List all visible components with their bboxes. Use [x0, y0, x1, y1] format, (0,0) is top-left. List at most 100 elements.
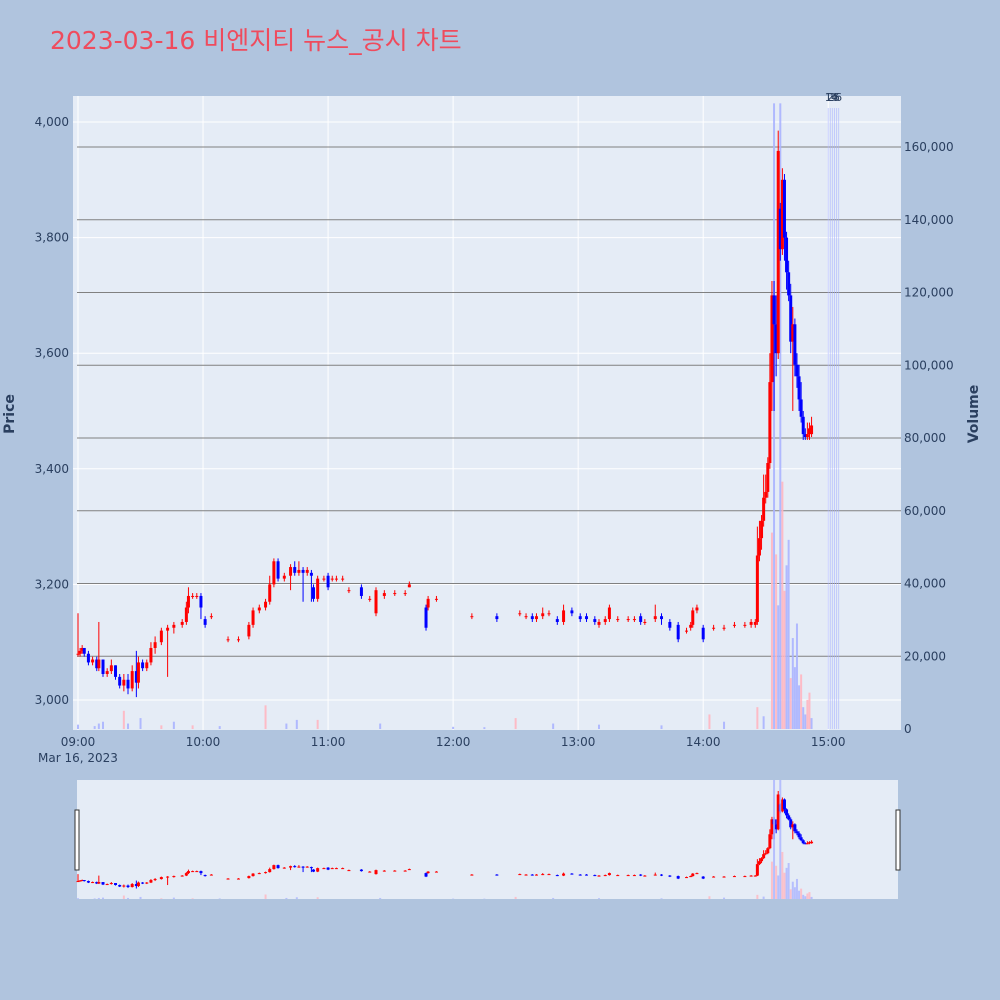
range-slider-plot[interactable]	[77, 780, 898, 899]
mini-candle	[347, 869, 351, 872]
mini-candle	[685, 876, 689, 879]
candle	[330, 575, 334, 582]
mini-candle	[130, 883, 134, 888]
candle-body	[803, 434, 807, 438]
candle-body	[732, 624, 736, 626]
mini-candle-body	[434, 871, 438, 873]
volume-bar	[779, 103, 782, 730]
mini-volume-bar	[785, 867, 788, 899]
mini-volume-bar	[597, 898, 600, 899]
candle-body	[807, 428, 811, 435]
candle	[524, 613, 528, 620]
candle-body	[593, 619, 597, 622]
candle	[226, 636, 230, 643]
mini-candle-body	[272, 865, 276, 870]
candle	[141, 659, 145, 672]
mini-candle-body	[297, 866, 301, 868]
candle-body	[643, 621, 647, 623]
candle	[134, 650, 138, 698]
range-slider-right-handle[interactable]	[895, 809, 901, 871]
candle	[424, 604, 428, 631]
mini-candle-body	[495, 874, 499, 876]
mini-candle	[470, 874, 474, 876]
mini-candle	[653, 872, 657, 876]
mini-candle	[562, 872, 566, 877]
volume-bar	[756, 707, 759, 729]
price-axis-title: Price	[2, 394, 18, 434]
mini-volume-bar	[773, 780, 776, 899]
candle	[801, 411, 805, 440]
candle-body	[799, 399, 803, 417]
annotation-label: 2	[827, 91, 834, 104]
mini-candle-body	[76, 881, 80, 883]
mini-candle-body	[195, 871, 199, 873]
candle	[322, 575, 326, 582]
candle	[547, 610, 551, 617]
candle	[495, 613, 499, 622]
mini-candle-body	[689, 876, 693, 878]
candle-body	[382, 593, 386, 596]
time-tick-label: 14:00	[686, 735, 721, 749]
mini-candle-body	[470, 874, 474, 876]
mini-candle	[126, 884, 130, 889]
mini-volume-bar	[218, 898, 221, 899]
volume-bar	[793, 667, 796, 729]
volume-bar	[514, 718, 517, 729]
mini-candle-body	[276, 865, 280, 869]
mini-volume-bar	[783, 872, 786, 899]
candle	[743, 621, 747, 628]
mini-candle	[149, 879, 153, 884]
candle-body	[768, 382, 772, 464]
candle	[82, 647, 86, 657]
mini-candle-body	[597, 875, 601, 877]
mini-candle-body	[785, 809, 789, 816]
candle	[789, 283, 793, 354]
candle-body	[578, 616, 582, 620]
volume-bar	[379, 723, 382, 729]
mini-candle-body	[209, 874, 213, 876]
mini-candle-body	[518, 874, 522, 876]
candle	[309, 569, 313, 602]
candle	[86, 650, 90, 666]
price-tick-label: 3,400	[35, 462, 69, 476]
mini-candle	[289, 865, 293, 871]
mini-candle	[616, 874, 620, 877]
mini-candle-body	[109, 883, 113, 885]
mini-volume-bar	[708, 896, 711, 899]
candle	[616, 616, 620, 622]
mini-candle	[309, 866, 313, 873]
mini-candle	[764, 850, 768, 856]
candle-body	[660, 616, 664, 620]
volume-tick-label: 60,000	[904, 504, 946, 518]
candle	[695, 604, 699, 614]
candle-body	[801, 416, 805, 435]
range-slider-left-handle[interactable]	[74, 809, 80, 871]
candle-body	[547, 613, 551, 615]
volume-bar	[781, 481, 784, 729]
mini-candle-body	[534, 874, 538, 876]
candle	[691, 607, 695, 628]
volume-bar	[218, 726, 221, 729]
mini-candle-body	[722, 876, 726, 878]
candle-body	[805, 434, 809, 438]
mini-candle-body	[803, 843, 807, 845]
volume-bar	[127, 723, 130, 729]
candle	[301, 567, 305, 602]
candle-body	[105, 671, 109, 674]
mini-candle-body	[562, 873, 566, 876]
main-plot-area[interactable]	[73, 96, 901, 730]
volume-tick-label: 160,000	[904, 140, 954, 154]
volume-bar	[452, 726, 455, 729]
candle-body	[691, 610, 695, 625]
candle-body	[795, 364, 799, 377]
mini-candle	[330, 867, 334, 870]
candle-body	[334, 578, 338, 580]
mini-volume-bar	[781, 851, 784, 899]
candle	[685, 627, 689, 634]
mini-candle	[407, 868, 411, 871]
candle	[186, 587, 190, 614]
mini-candle	[359, 869, 363, 872]
mini-candle-body	[555, 875, 559, 877]
price-tick-label: 4,000	[35, 115, 69, 129]
candle	[597, 619, 601, 628]
